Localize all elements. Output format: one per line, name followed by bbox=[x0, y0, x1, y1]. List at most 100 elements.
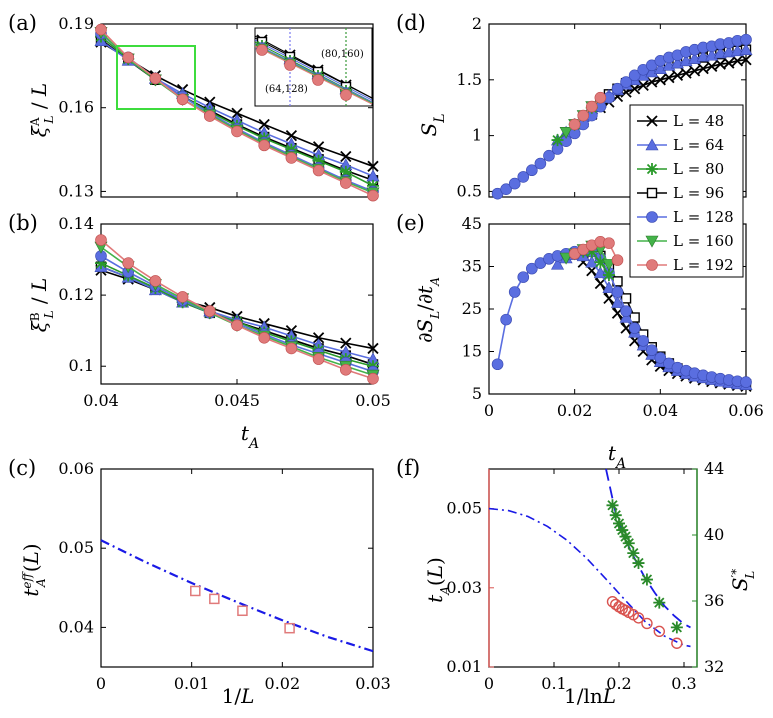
data-point-L128 bbox=[534, 157, 547, 170]
series-L48 bbox=[95, 264, 379, 355]
panel-d: 0.5 1 1.5 2 bbox=[457, 14, 753, 200]
y-tick-label: 1 bbox=[472, 126, 482, 145]
data-point-L48 bbox=[340, 150, 352, 163]
data-point-tA bbox=[606, 595, 619, 608]
panel-label-d: (d) bbox=[396, 11, 426, 35]
data-point-L192 bbox=[149, 275, 162, 287]
data-point-L80 bbox=[95, 257, 107, 270]
data-point-L48 bbox=[231, 107, 243, 119]
data-point-L192 bbox=[122, 257, 134, 269]
axis-label-a-y: ξAL / L bbox=[27, 83, 56, 137]
data-point-L128 bbox=[611, 82, 624, 95]
data-point-L64 bbox=[602, 281, 616, 294]
data-point-S bbox=[622, 537, 635, 550]
y-tick-label: 25 bbox=[462, 299, 482, 318]
legend-marker-L160 bbox=[645, 235, 659, 248]
svg-text:∂SL/∂tA: ∂SL/∂tA bbox=[413, 277, 442, 343]
x-tick-label: 0 bbox=[484, 674, 494, 693]
data-point-L128 bbox=[620, 305, 632, 317]
data-point-L192 bbox=[312, 353, 325, 365]
y-tick-label: 0.16 bbox=[58, 98, 94, 117]
data-point-L64 bbox=[722, 45, 736, 58]
data-point-L48 bbox=[671, 69, 684, 81]
x-tick-label: 0.1 bbox=[541, 674, 566, 693]
y-tick-label: 0.12 bbox=[58, 285, 94, 304]
data-point-L192 bbox=[585, 100, 598, 113]
data-point-L192 bbox=[603, 237, 615, 249]
data-point-L80 bbox=[339, 165, 352, 178]
x-tick-label: 0.02 bbox=[557, 401, 593, 420]
y-tick-label: 0.13 bbox=[58, 181, 94, 200]
series-line-L160 bbox=[100, 246, 374, 376]
data-point-L192 bbox=[149, 72, 162, 85]
data-point-L192 bbox=[285, 342, 298, 355]
data-point-L64 bbox=[645, 65, 659, 78]
data-point-L128 bbox=[620, 76, 632, 88]
x-tick-label: 0.045 bbox=[214, 391, 260, 410]
plot-frame bbox=[488, 468, 698, 668]
x-tick-label: 0 bbox=[96, 674, 106, 693]
y-tick-label: 0.5 bbox=[457, 181, 482, 200]
series-L192 bbox=[568, 91, 607, 131]
data-point-L192 bbox=[568, 118, 581, 131]
data-point-L48 bbox=[312, 141, 325, 153]
data-point-L192 bbox=[231, 319, 243, 332]
legend-entry-L160: L = 160 bbox=[637, 232, 734, 250]
y-tick-label: 0.1 bbox=[69, 356, 94, 375]
panel-label-f: (f) bbox=[396, 456, 420, 480]
inset-point-L192 bbox=[312, 74, 324, 86]
data-point-L80 bbox=[594, 256, 607, 269]
inset-line-L192 bbox=[254, 45, 373, 105]
x-tick-label: 0.3 bbox=[671, 674, 696, 693]
data-point-L128 bbox=[500, 313, 512, 326]
data-point-L48 bbox=[258, 118, 270, 131]
series-L128 bbox=[491, 33, 752, 200]
plot-frame bbox=[100, 468, 374, 668]
legend-label-L96: L = 96 bbox=[673, 184, 724, 202]
data-point-L64 bbox=[739, 43, 753, 55]
axis-label-b-y: ξBL / L bbox=[27, 278, 56, 333]
data-point-L128 bbox=[637, 335, 650, 347]
y-tick-label: 0.04 bbox=[58, 617, 94, 636]
data-point-L192 bbox=[285, 152, 298, 164]
data-point-L192 bbox=[367, 189, 379, 202]
data-point-L48 bbox=[285, 129, 298, 142]
data-point-S bbox=[619, 530, 632, 543]
data-point-L48 bbox=[680, 67, 692, 79]
axis-label-b-x: tA bbox=[241, 421, 259, 452]
fit-curve-S bbox=[605, 468, 691, 629]
svg-text:tA: tA bbox=[608, 441, 626, 472]
data-point-S bbox=[653, 596, 666, 609]
y-tick-label: 0.06 bbox=[58, 459, 94, 478]
data-point-L192 bbox=[95, 23, 107, 36]
data-point-L64 bbox=[610, 295, 625, 308]
data-point-L128 bbox=[508, 177, 521, 190]
series-line-L64 bbox=[100, 265, 374, 360]
data-point-L48 bbox=[340, 337, 352, 349]
data-point-S bbox=[606, 499, 619, 512]
data-point-L64 bbox=[551, 257, 565, 270]
data-point-L48 bbox=[706, 60, 718, 73]
data-point-L192 bbox=[204, 110, 216, 122]
data-point-L48 bbox=[367, 342, 379, 355]
legend-marker-L80 bbox=[646, 163, 658, 175]
data-point-L192 bbox=[95, 234, 107, 246]
y-tick-label: 0.05 bbox=[58, 538, 94, 557]
zoom-region-box bbox=[116, 45, 196, 110]
data-point-L48 bbox=[697, 63, 709, 75]
axis-label-c-x: 1/L bbox=[222, 684, 255, 708]
data-point-S bbox=[616, 524, 629, 537]
inset-label-left: (64,128) bbox=[265, 84, 308, 95]
data-point-L192 bbox=[367, 372, 379, 385]
svg-text:tA: tA bbox=[241, 421, 259, 452]
data-point-L192 bbox=[176, 93, 189, 106]
y-tick-label: 0.01 bbox=[446, 657, 482, 676]
legend-marker-L64 bbox=[645, 138, 659, 151]
data-point-L128 bbox=[508, 286, 521, 298]
panel-e: 0 0.02 0.04 0.06 5 15 25 35 45 bbox=[462, 214, 764, 420]
legend-entry-L96: L = 96 bbox=[637, 184, 724, 202]
fit-curve bbox=[100, 539, 374, 653]
axis-label-f-y: tA(L) bbox=[423, 557, 452, 603]
data-point-L192 bbox=[258, 331, 271, 344]
